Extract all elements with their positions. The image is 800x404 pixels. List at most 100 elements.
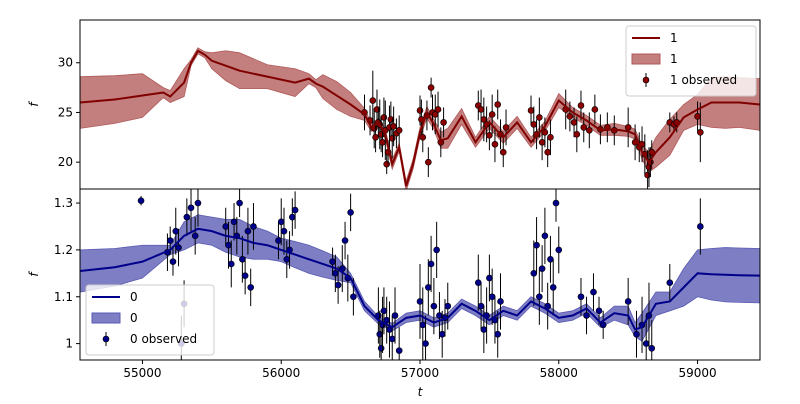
- observed-point: [425, 284, 432, 291]
- observed-point: [425, 158, 432, 166]
- observed-point: [599, 321, 607, 329]
- panel-bottom-plot-area: [80, 189, 760, 360]
- observed-point: [275, 237, 282, 244]
- observed-point: [633, 330, 640, 338]
- observed-point: [536, 293, 543, 301]
- y-tick-label: 30: [58, 56, 73, 70]
- observed-point: [332, 270, 339, 277]
- series-0-line: [80, 227, 760, 331]
- observed-point: [530, 121, 538, 128]
- panel-top-plot-area: [80, 47, 760, 189]
- observed-point: [194, 199, 202, 207]
- observed-point: [250, 223, 257, 230]
- x-tick-label: 56000: [262, 366, 300, 380]
- observed-point: [395, 347, 403, 354]
- x-tick-label: 59000: [678, 366, 716, 380]
- observed-point: [277, 218, 285, 226]
- observed-point: [390, 123, 397, 130]
- observed-point: [486, 132, 493, 139]
- observed-point: [648, 344, 656, 352]
- observed-point: [379, 138, 386, 146]
- observed-point: [225, 241, 232, 249]
- legend-band-swatch: [91, 312, 121, 324]
- observed-point: [419, 134, 427, 141]
- observed-point: [580, 124, 588, 131]
- observed-point: [541, 232, 549, 240]
- observed-point: [166, 237, 174, 244]
- legend-band-swatch: [631, 53, 661, 65]
- observed-point: [440, 119, 447, 126]
- observed-point: [388, 335, 396, 343]
- observed-point: [644, 171, 651, 179]
- y-tick-label: 1: [65, 337, 73, 351]
- x-axis-label: t: [418, 385, 424, 399]
- observed-point: [694, 113, 701, 120]
- observed-point: [544, 148, 551, 156]
- observed-point: [583, 312, 590, 319]
- observed-point: [502, 124, 510, 131]
- observed-point: [395, 127, 403, 134]
- observed-point: [241, 272, 249, 279]
- observed-point: [595, 307, 603, 315]
- observed-point: [280, 227, 288, 235]
- series-1-line: [80, 49, 760, 187]
- observed-point: [488, 293, 496, 301]
- legend-label: 1: [670, 31, 678, 45]
- observed-point: [666, 279, 674, 286]
- observed-point: [187, 204, 195, 212]
- observed-point: [530, 270, 538, 277]
- observed-point: [586, 127, 593, 134]
- observed-point: [434, 106, 442, 113]
- legend-label: 0: [130, 311, 138, 325]
- observed-point: [422, 340, 429, 347]
- observed-point: [549, 284, 557, 291]
- observed-point: [538, 265, 546, 272]
- observed-point: [334, 281, 342, 289]
- y-tick-label: 25: [58, 105, 73, 119]
- observed-point: [533, 241, 540, 249]
- observed-point: [369, 97, 377, 104]
- series-0-confidence-band: [80, 214, 760, 342]
- observed-point: [239, 255, 246, 263]
- observed-point: [236, 199, 243, 207]
- observed-point: [566, 113, 574, 120]
- observed-point: [341, 237, 349, 244]
- y-tick-label: 20: [58, 155, 73, 169]
- legend-point-swatch: [642, 76, 650, 84]
- y-axis-label: f: [27, 101, 41, 107]
- observed-point: [222, 223, 230, 230]
- observed-point: [291, 206, 299, 214]
- observed-point: [230, 218, 238, 226]
- observed-point: [494, 101, 502, 108]
- observed-point: [373, 106, 381, 113]
- observed-point: [283, 255, 291, 263]
- observed-point: [175, 244, 182, 251]
- observed-point: [494, 330, 502, 338]
- observed-point: [388, 135, 396, 142]
- observed-point: [547, 134, 554, 141]
- observed-point: [247, 284, 254, 291]
- observed-point: [480, 326, 488, 333]
- y-tick-label: 1.2: [54, 243, 73, 257]
- observed-point: [387, 116, 395, 123]
- observed-point: [474, 279, 482, 286]
- observed-point: [427, 260, 435, 268]
- legend-point-swatch: [102, 335, 110, 343]
- observed-point: [430, 302, 438, 310]
- observed-point: [329, 258, 336, 265]
- x-tick-label: 55000: [123, 366, 161, 380]
- observed-point: [380, 114, 388, 121]
- legend-box: [625, 25, 757, 97]
- observed-point: [570, 119, 578, 126]
- observed-point: [547, 255, 554, 263]
- observed-point: [372, 134, 379, 141]
- observed-point: [227, 260, 235, 268]
- observed-point: [527, 107, 535, 114]
- observed-point: [536, 114, 543, 121]
- observed-point: [191, 232, 199, 240]
- observed-point: [419, 321, 427, 329]
- observed-point: [416, 298, 424, 305]
- observed-point: [380, 307, 388, 315]
